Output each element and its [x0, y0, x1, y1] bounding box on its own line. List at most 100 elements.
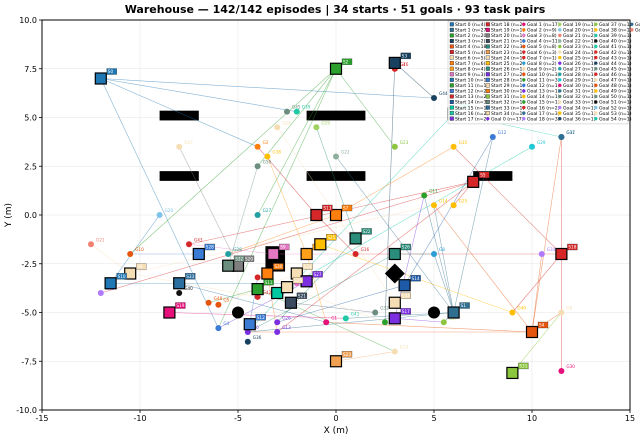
legend-entry: Goal 11 (n=3) [527, 78, 560, 84]
legend-entry: Start 21 (n=1) [491, 39, 524, 45]
task-pair-line [247, 312, 454, 333]
y-tick-label: -5.0 [21, 309, 37, 318]
task-pair-line [227, 166, 258, 266]
task-pair-line [335, 146, 454, 216]
x-tick-label: -15 [35, 414, 48, 423]
legend-goal-swatch [558, 28, 562, 32]
legend-goal-swatch [558, 72, 562, 76]
legend-goal-swatch [630, 28, 634, 32]
goal-marker [176, 290, 183, 296]
legend-entry: Goal 55 (n=1) [635, 22, 640, 28]
goal-label: G27 [263, 208, 272, 213]
task-pair-line [335, 156, 454, 313]
legend-entry: Goal 23 (n=1) [563, 44, 596, 50]
goal-marker [254, 143, 261, 150]
task-pair-line [316, 127, 356, 239]
goal-label: G23 [400, 140, 409, 145]
task-pair-line [100, 78, 297, 112]
task-pair-line [110, 214, 160, 284]
legend-goal-swatch [522, 105, 526, 110]
goal-marker [382, 319, 388, 326]
legend-goal-swatch [630, 22, 634, 26]
legend-start-swatch [449, 33, 454, 38]
goal-markers: G0G1G2G3G4G5G6G7G8G9G10G11G12G13G14G15G1… [88, 62, 575, 374]
task-pair-line [335, 68, 396, 147]
goal-marker [431, 202, 437, 209]
legend-entry: Goal 14 (n=1) [527, 94, 560, 100]
goal-marker [391, 143, 398, 150]
start-label: S26 [402, 245, 410, 250]
start-label: S2 [343, 59, 349, 64]
goal-label: G36 [253, 335, 262, 340]
legend-entry: Start 15 (n=1) [455, 105, 488, 111]
y-tick-label: -2.5 [21, 260, 37, 269]
start-marker [104, 277, 117, 290]
legend-entry: Goal 12 (n=1) [527, 83, 560, 89]
legend-entry: Start 2 (n=20) [455, 33, 488, 39]
start-marker [192, 247, 205, 261]
legend-entry: Start 25 (n=2) [491, 61, 524, 67]
circle-marker [428, 306, 440, 319]
legend-start-swatch [449, 83, 454, 88]
legend-entry: Goal 22 (n=1) [563, 39, 596, 45]
start-label: S20 [245, 256, 253, 261]
start-badge [116, 273, 127, 280]
goal-marker [244, 329, 251, 335]
goal-marker [450, 202, 457, 209]
goal-marker [391, 348, 398, 355]
legend-entry: Start 3 (n=2) [455, 39, 486, 45]
legend-entry: Start 8 (n=4) [455, 66, 486, 72]
legend-goal-swatch [558, 111, 562, 115]
goal-marker [274, 329, 281, 335]
legend-goal-swatch [522, 89, 526, 93]
task-pair-line [433, 205, 533, 333]
legend-entry: Start 10 (n=1) [455, 78, 488, 84]
task-pair-line [394, 62, 435, 99]
legend-start-swatch [449, 44, 454, 49]
task-pair-line [531, 136, 562, 333]
start-badge [341, 204, 353, 212]
task-pair-line [404, 136, 494, 286]
task-pair-line [326, 321, 533, 333]
axis-ticks: -15 -10 -5 0 5 10 15 -10.0 -7.5 -5.0 -2.5 0.0 2.5 5.0… [16, 16, 635, 423]
legend-goal-swatch [522, 111, 526, 115]
y-tick-label: 5.0 [24, 114, 37, 123]
x-axis-label: X (m) [324, 426, 349, 436]
start-label: S34 [402, 293, 410, 298]
legend-start-swatch [449, 72, 454, 77]
legend-goal-swatch [558, 39, 562, 43]
goal-marker [254, 274, 261, 281]
goal-marker [205, 299, 212, 306]
legend-start-swatch [449, 94, 454, 99]
legend-entry: Start 24 (n=1) [491, 55, 524, 61]
legend-entry: Goal 6 (n=3) [527, 50, 557, 56]
task-pair-line [247, 253, 395, 333]
goal-marker [313, 124, 320, 131]
start-marker [329, 355, 343, 368]
start-label: S3 [402, 54, 408, 59]
legend-start-swatch [485, 44, 490, 49]
diamond-marker [384, 263, 405, 284]
start-marker [467, 175, 480, 188]
goal-marker [156, 212, 163, 218]
legend-start-swatch [485, 66, 490, 71]
legend-goal-swatch [594, 61, 598, 65]
goal-label: G46 [400, 62, 409, 67]
start-badge [400, 308, 411, 315]
legend-start-swatch [449, 50, 454, 54]
goal-marker [127, 251, 134, 257]
legend-goal-swatch [522, 22, 526, 26]
start-marker [280, 281, 294, 294]
legend-start-swatch [485, 105, 490, 110]
task-pair-line [257, 68, 337, 167]
legend-start-swatch [485, 33, 490, 38]
start-badge [204, 243, 215, 251]
legend-entry: Start 19 (n=1) [491, 28, 524, 34]
start-marker [243, 318, 256, 331]
start-marker [300, 247, 313, 261]
goal-marker [450, 143, 457, 150]
goal-label: G49 [517, 306, 526, 311]
goal-label: G0 [253, 325, 259, 330]
legend-goal-swatch [558, 78, 562, 82]
start-badge [312, 271, 323, 278]
